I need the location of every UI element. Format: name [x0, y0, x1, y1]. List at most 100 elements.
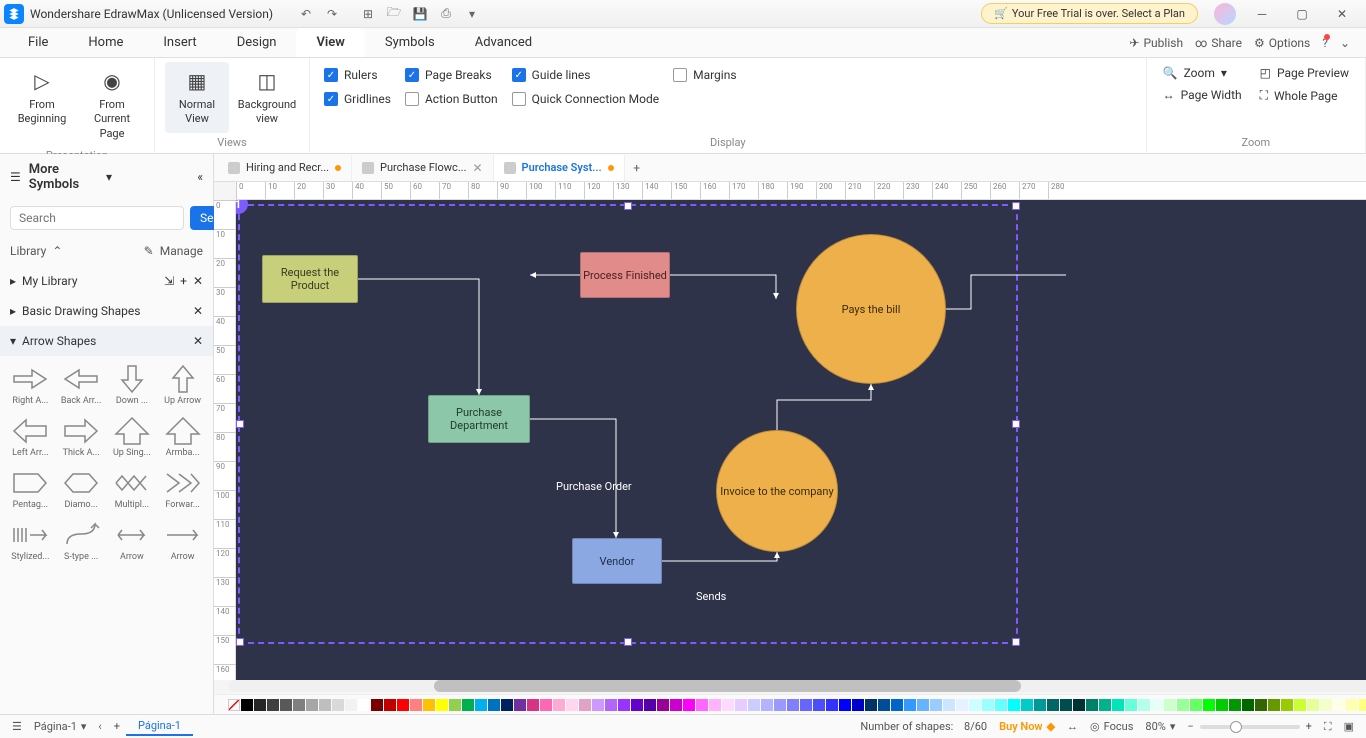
collapse-left-icon[interactable]: « [197, 170, 203, 184]
check-gridlines[interactable]: ✓Gridlines [324, 92, 391, 106]
basic-shapes-section[interactable]: ▸ Basic Drawing Shapes ✕ [0, 296, 213, 326]
color-swatch[interactable] [852, 699, 864, 711]
color-swatch[interactable] [1177, 699, 1189, 711]
menu-symbols[interactable]: Symbols [365, 28, 455, 57]
color-swatch[interactable] [644, 699, 656, 711]
node-vendor[interactable]: Vendor [572, 538, 662, 584]
maximize-button[interactable]: ▢ [1282, 0, 1322, 28]
color-swatch[interactable] [969, 699, 981, 711]
color-swatch[interactable] [1099, 699, 1111, 711]
shape-stype[interactable]: S-type ... [57, 516, 106, 566]
color-swatch[interactable] [904, 699, 916, 711]
save-button[interactable]: 💾 [408, 2, 432, 26]
publish-button[interactable]: ✈Publish [1129, 36, 1183, 50]
library-up-icon[interactable]: ⌃ [52, 244, 62, 258]
remove-icon[interactable]: ✕ [193, 304, 203, 318]
node-invoice[interactable]: Invoice to the company [716, 430, 838, 552]
doc-tab[interactable]: Purchase Flowc...✕ [352, 155, 493, 181]
color-swatch[interactable] [306, 699, 318, 711]
color-swatch[interactable] [436, 699, 448, 711]
normal-view-button[interactable]: ▦Normal View [165, 62, 229, 133]
color-swatch[interactable] [891, 699, 903, 711]
color-swatch[interactable] [293, 699, 305, 711]
menu-advanced[interactable]: Advanced [455, 28, 552, 57]
color-swatch[interactable] [709, 699, 721, 711]
color-swatch[interactable] [1073, 699, 1085, 711]
color-swatch[interactable] [1216, 699, 1228, 711]
color-swatch[interactable] [722, 699, 734, 711]
check-margins[interactable]: Margins [673, 68, 736, 82]
color-swatch[interactable] [1281, 699, 1293, 711]
color-swatch[interactable] [826, 699, 838, 711]
redo-button[interactable]: ↷ [320, 2, 344, 26]
node-process[interactable]: Process Finished [580, 252, 670, 298]
color-swatch[interactable] [514, 699, 526, 711]
color-swatch[interactable] [1359, 699, 1366, 711]
color-swatch[interactable] [657, 699, 669, 711]
page-name[interactable]: Página-1 ▾ [28, 720, 93, 733]
arrow-shapes-section[interactable]: ▾ Arrow Shapes ✕ [0, 326, 213, 356]
color-swatch[interactable] [1151, 699, 1163, 711]
color-swatch[interactable] [462, 699, 474, 711]
color-swatch[interactable] [332, 699, 344, 711]
color-swatch[interactable] [241, 699, 253, 711]
color-swatch[interactable] [774, 699, 786, 711]
shape-arrow[interactable]: Arrow [108, 516, 157, 566]
add-tab-button[interactable]: + [625, 161, 649, 175]
color-swatch[interactable] [1125, 699, 1137, 711]
check-rulers[interactable]: ✓Rulers [324, 68, 391, 82]
color-swatch[interactable] [371, 699, 383, 711]
color-swatch[interactable] [592, 699, 604, 711]
color-swatch[interactable] [839, 699, 851, 711]
check-action_button[interactable]: Action Button [405, 92, 498, 106]
focus-mode[interactable]: ◎Focus [1084, 720, 1139, 733]
color-swatch[interactable] [1190, 699, 1202, 711]
color-swatch[interactable] [488, 699, 500, 711]
color-swatch[interactable] [1307, 699, 1319, 711]
color-swatch[interactable] [410, 699, 422, 711]
color-swatch[interactable] [1294, 699, 1306, 711]
import-icon[interactable]: ⇲ [164, 274, 174, 288]
check-quick_conn[interactable]: Quick Connection Mode [512, 92, 659, 106]
remove-icon[interactable]: ✕ [193, 274, 203, 288]
buy-now-link[interactable]: Buy Now ◆ [993, 720, 1061, 733]
color-swatch[interactable] [761, 699, 773, 711]
menu-file[interactable]: File [8, 28, 68, 57]
doc-tab[interactable]: Purchase Syst... [494, 155, 625, 181]
color-swatch[interactable] [735, 699, 747, 711]
color-swatch[interactable] [943, 699, 955, 711]
color-swatch[interactable] [280, 699, 292, 711]
color-swatch[interactable] [930, 699, 942, 711]
menu-insert[interactable]: Insert [143, 28, 216, 57]
color-swatch[interactable] [800, 699, 812, 711]
fullscreen[interactable]: ▣ [1338, 720, 1360, 733]
qat-dropdown[interactable]: ▾ [460, 2, 484, 26]
shape-righta[interactable]: Right A... [6, 360, 55, 410]
zoom-slider[interactable] [1200, 725, 1300, 729]
shape-uparrow[interactable]: Up Arrow [158, 360, 207, 410]
print-button[interactable]: ⎙ [434, 2, 458, 26]
shape-backarr[interactable]: Back Arr... [57, 360, 106, 410]
from-current-button[interactable]: ◉From Current Page [80, 62, 144, 147]
color-swatch[interactable] [1229, 699, 1241, 711]
color-swatch[interactable] [449, 699, 461, 711]
zoom-out[interactable]: − [1181, 720, 1199, 733]
whole-page-button[interactable]: ⛶Whole Page [1260, 88, 1349, 103]
shape-forwar[interactable]: Forwar... [158, 464, 207, 514]
color-swatch[interactable] [1164, 699, 1176, 711]
manage-edit-icon[interactable]: ✎ [144, 244, 154, 258]
open-button[interactable]: 🗁 [382, 2, 406, 26]
color-swatch[interactable] [1255, 699, 1267, 711]
menu-view[interactable]: View [296, 28, 364, 57]
page-width-button[interactable]: ↔Page Width [1163, 88, 1242, 102]
color-swatch[interactable] [501, 699, 513, 711]
manage-label[interactable]: Manage [160, 244, 203, 258]
color-swatch[interactable] [605, 699, 617, 711]
color-swatch[interactable] [1268, 699, 1280, 711]
tab-close-icon[interactable]: ✕ [472, 161, 482, 175]
zoom-in[interactable]: + [1300, 720, 1318, 733]
color-swatch[interactable] [683, 699, 695, 711]
new-button[interactable]: ⊞ [356, 2, 380, 26]
shape-down[interactable]: Down ... [108, 360, 157, 410]
color-swatch[interactable] [1138, 699, 1150, 711]
